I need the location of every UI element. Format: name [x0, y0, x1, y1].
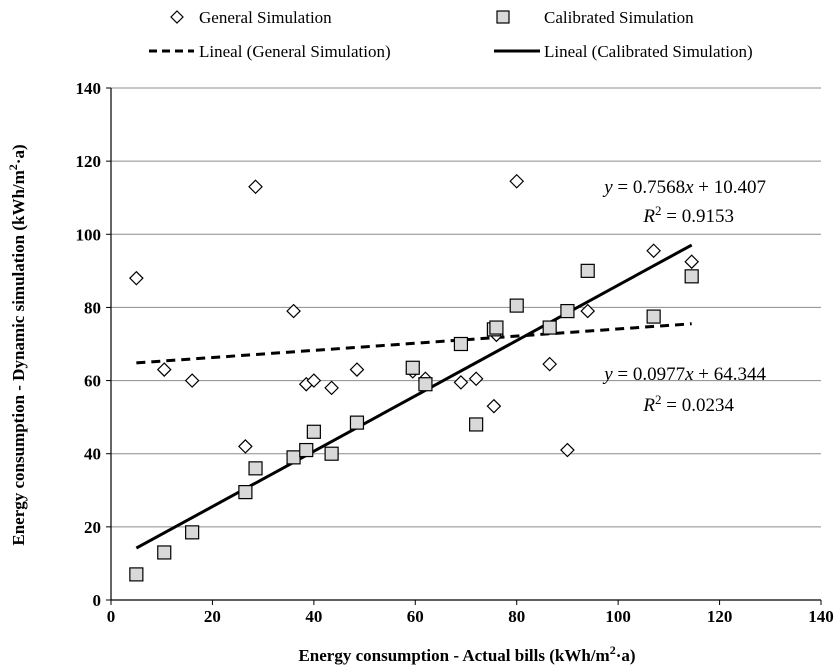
- point-calibrated-10: [405, 360, 420, 375]
- x-tick-label-3: 60: [407, 607, 424, 626]
- point-general-5: [286, 303, 301, 319]
- x-tick-labels: 0 20 40 60 80 100 120 140: [107, 600, 834, 626]
- legend-label-lineal-general: Lineal (General Simulation): [199, 42, 391, 61]
- point-calibrated-15: [489, 320, 504, 335]
- legend: General Simulation Calibrated Simulation…: [149, 8, 753, 61]
- point-calibrated-1: [157, 545, 172, 560]
- equation-general: y = 0.0977x + 64.344: [602, 364, 766, 385]
- axes: [110, 88, 821, 601]
- trendline-equations: y = 0.0977x + 64.344 R2 = 0.0234 y = 0.756…: [602, 177, 766, 416]
- point-general-17: [542, 356, 558, 372]
- x-tick-label-6: 120: [707, 607, 733, 626]
- point-general-19: [580, 303, 596, 319]
- gridlines: [111, 87, 821, 528]
- point-general-9: [349, 362, 365, 377]
- trendline-calibrated: [135, 243, 693, 550]
- point-calibrated-20: [646, 309, 661, 324]
- legend-label-calibrated: Calibrated Simulation: [544, 8, 694, 27]
- point-general-20: [646, 243, 661, 259]
- y-tick-label-5: 100: [76, 225, 102, 244]
- y-tick-label-0: 0: [93, 591, 102, 610]
- point-calibrated-12: [453, 336, 469, 352]
- point-general-13: [468, 371, 484, 387]
- x-tick-label-2: 40: [305, 607, 322, 626]
- x-tick-label-1: 20: [204, 607, 221, 626]
- x-tick-label-4: 80: [508, 607, 525, 626]
- legend-square-marker: [496, 10, 510, 24]
- point-calibrated-0: [129, 567, 144, 582]
- y-tick-label-3: 60: [84, 372, 101, 391]
- point-calibrated-4: [248, 461, 263, 476]
- x-tick-label-5: 100: [605, 607, 631, 626]
- data-points: [129, 173, 700, 582]
- point-calibrated-17: [542, 320, 557, 335]
- point-calibrated-8: [324, 446, 339, 461]
- equation-calibrated: y = 0.7568x + 10.407: [602, 177, 766, 198]
- legend-label-general: General Simulation: [199, 8, 332, 27]
- x-axis-title: Energy consumption - Actual bills (kWh/m…: [298, 643, 635, 665]
- legend-diamond-marker: [170, 10, 184, 24]
- point-calibrated-21: [684, 269, 699, 284]
- x-tick-label-7: 140: [808, 607, 834, 626]
- y-axis-title: Energy consumption - Dynamic simulation …: [6, 144, 28, 545]
- x-tick-label-0: 0: [107, 607, 116, 626]
- legend-item-lineal-general: Lineal (General Simulation): [149, 42, 391, 61]
- point-general-2: [184, 373, 200, 388]
- point-calibrated-13: [469, 417, 484, 432]
- point-general-8: [324, 380, 339, 396]
- y-tick-label-2: 40: [84, 445, 101, 464]
- point-general-1: [156, 362, 172, 377]
- point-calibrated-2: [185, 525, 200, 540]
- point-calibrated-5: [286, 450, 301, 465]
- point-general-4: [248, 179, 263, 195]
- point-general-0: [129, 270, 144, 286]
- y-tick-label-7: 140: [76, 79, 102, 98]
- point-calibrated-18: [560, 303, 575, 319]
- point-calibrated-6: [299, 442, 314, 458]
- legend-item-lineal-calibrated: Lineal (Calibrated Simulation): [494, 42, 753, 61]
- point-general-18: [560, 442, 575, 458]
- point-calibrated-16: [509, 298, 524, 313]
- point-calibrated-7: [306, 424, 321, 439]
- point-calibrated-19: [580, 263, 595, 278]
- point-calibrated-9: [349, 415, 365, 430]
- point-general-14: [486, 398, 502, 414]
- r-squared-general: R2 = 0.0234: [642, 392, 734, 417]
- trendline-general: [136, 322, 692, 365]
- legend-item-calibrated-simulation: Calibrated Simulation: [496, 8, 694, 27]
- y-tick-label-1: 20: [84, 518, 101, 537]
- point-general-21: [684, 254, 700, 270]
- point-general-16: [509, 173, 525, 189]
- r-squared-calibrated: R2 = 0.9153: [642, 203, 734, 228]
- point-general-12: [453, 375, 469, 390]
- point-calibrated-3: [238, 485, 253, 500]
- trendlines: [135, 243, 693, 550]
- point-calibrated-11: [418, 377, 433, 392]
- y-tick-labels: 0 20 40 60 80 100 120 140: [76, 79, 111, 610]
- legend-label-lineal-calibrated: Lineal (Calibrated Simulation): [544, 42, 753, 61]
- y-tick-label-4: 80: [84, 298, 101, 317]
- point-general-7: [306, 373, 322, 388]
- legend-item-general-simulation: General Simulation: [170, 8, 332, 27]
- y-tick-label-6: 120: [76, 152, 102, 171]
- point-general-3: [238, 439, 253, 454]
